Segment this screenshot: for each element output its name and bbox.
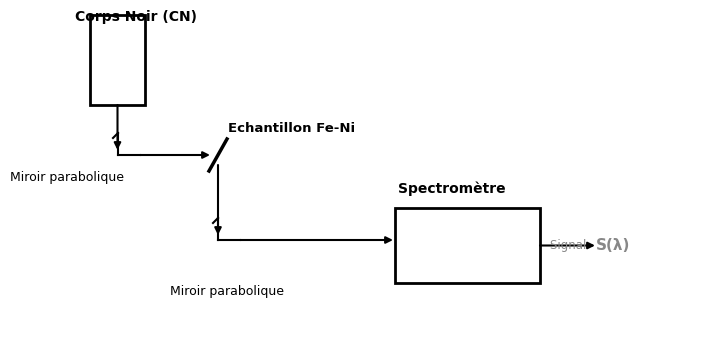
Text: Corps Noir (CN): Corps Noir (CN) <box>75 10 197 24</box>
Text: S(λ): S(λ) <box>596 237 630 252</box>
Bar <box>395 208 540 283</box>
Text: Miroir parabolique: Miroir parabolique <box>10 171 124 184</box>
Text: Signal: Signal <box>550 238 594 251</box>
Text: Miroir parabolique: Miroir parabolique <box>170 285 284 298</box>
Text: Spectromètre: Spectromètre <box>398 182 505 196</box>
Text: Echantillon Fe-Ni: Echantillon Fe-Ni <box>228 122 355 135</box>
Bar <box>90 15 145 105</box>
